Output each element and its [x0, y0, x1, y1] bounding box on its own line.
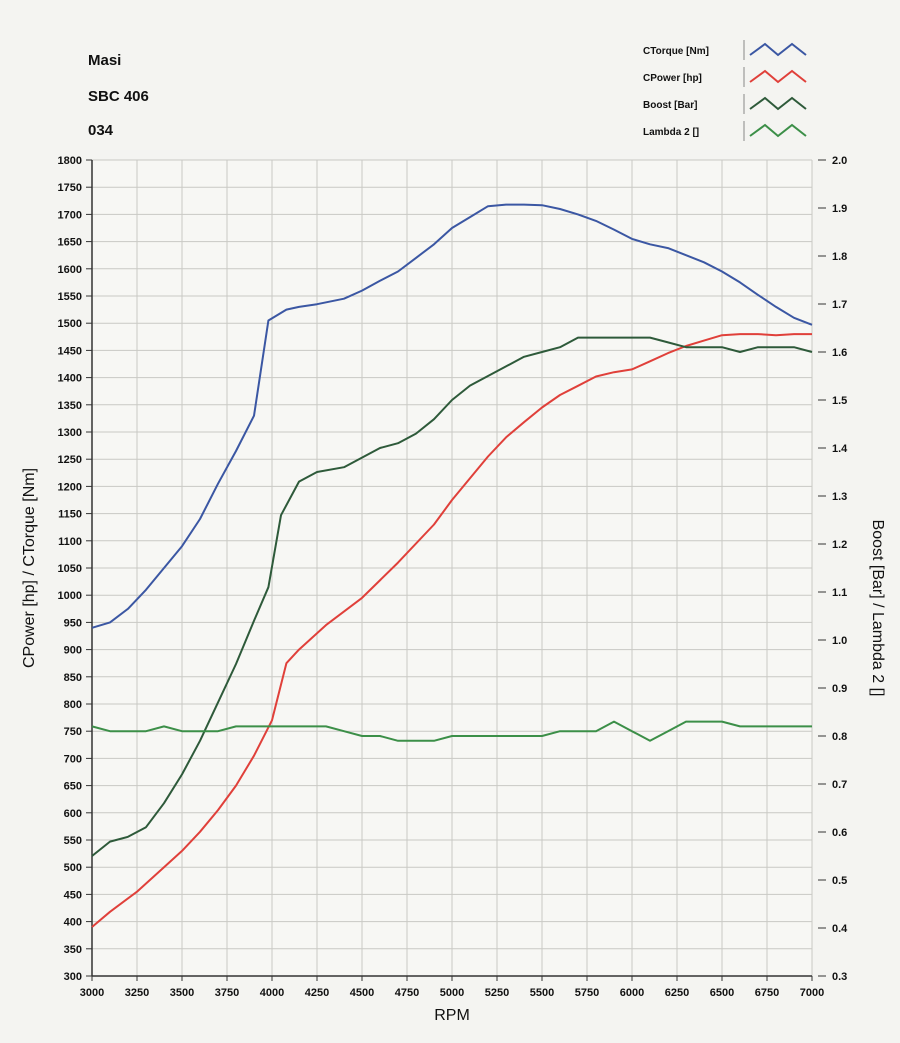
right-axis-ticks: 0.3 0.4 0.5 0.6 0.7 0.8 0.9 1.0 1.1 1.2 1.3 1.4 1.5 1…: [818, 155, 848, 983]
left-tick-label: 950: [64, 617, 82, 629]
right-tick-label: 0.5: [832, 875, 847, 887]
left-axis-ticks: 300 350 400 450 500 550 600 650 700 750 800 850 900 9…: [58, 155, 92, 983]
left-tick-label: 1500: [58, 318, 82, 330]
legend-swatch: [749, 123, 807, 138]
legend-swatch: [749, 69, 807, 84]
left-tick-label: 350: [64, 944, 82, 956]
left-tick-label: 550: [64, 835, 82, 847]
series-ctorque-nm-line: [91, 203, 813, 629]
x-tick-label: 3250: [125, 987, 149, 999]
right-tick-label: 1.3: [832, 491, 847, 503]
right-tick-label: 0.7: [832, 779, 847, 791]
right-tick-label: 0.4: [832, 923, 848, 935]
x-tick-label: 4750: [395, 987, 419, 999]
right-tick-label: 0.3: [832, 971, 847, 983]
left-tick-label: 1800: [58, 155, 82, 167]
x-axis-title: RPM: [434, 1007, 470, 1024]
left-tick-label: 1200: [58, 481, 82, 493]
left-tick-label: 1450: [58, 345, 82, 357]
x-tick-label: 6250: [665, 987, 689, 999]
right-tick-label: 0.6: [832, 827, 847, 839]
left-tick-label: 1100: [58, 536, 82, 548]
series-lines: [91, 203, 813, 928]
x-tick-label: 4250: [305, 987, 329, 999]
right-tick-label: 1.2: [832, 539, 847, 551]
right-tick-label: 1.5: [832, 395, 847, 407]
right-tick-label: 1.4: [832, 443, 848, 455]
left-tick-label: 1700: [58, 209, 82, 221]
left-tick-label: 1300: [58, 427, 82, 439]
x-tick-label: 6500: [710, 987, 734, 999]
left-tick-label: 700: [64, 753, 82, 765]
right-tick-label: 1.6: [832, 347, 847, 359]
grid: [91, 159, 813, 977]
left-tick-label: 900: [64, 645, 82, 657]
left-tick-label: 400: [64, 917, 82, 929]
right-tick-label: 1.7: [832, 299, 847, 311]
left-tick-label: 1400: [58, 373, 82, 385]
x-tick-label: 4000: [260, 987, 284, 999]
left-tick-label: 1050: [58, 563, 82, 575]
x-tick-label: 3000: [80, 987, 104, 999]
legend: CTorque [Nm] CPower [hp] Boost [Bar] Lambda…: [643, 40, 807, 141]
right-tick-label: 1.0: [832, 635, 847, 647]
left-tick-label: 1350: [58, 400, 82, 412]
x-tick-label: 6750: [755, 987, 779, 999]
right-axis-title: Boost [Bar] / Lambda 2 []: [869, 520, 886, 697]
right-tick-label: 2.0: [832, 155, 847, 167]
left-axis-title: CPower [hp] / CTorque [Nm]: [21, 468, 38, 668]
right-tick-label: 1.1: [832, 587, 847, 599]
x-tick-label: 4500: [350, 987, 374, 999]
legend-label: CPower [hp]: [643, 73, 702, 84]
legend-label: Boost [Bar]: [643, 100, 697, 111]
chart-header-run: 034: [88, 122, 114, 139]
legend-swatch: [749, 96, 807, 111]
chart-header-engine: SBC 406: [88, 88, 149, 105]
x-tick-label: 3750: [215, 987, 239, 999]
left-tick-label: 1650: [58, 237, 82, 249]
x-axis-ticks: 3000 3250 3500 3750 4000 4250 4500 4750 5000 5250…: [80, 976, 824, 999]
left-tick-label: 1250: [58, 454, 82, 466]
right-tick-label: 0.9: [832, 683, 847, 695]
series-cpower-hp-line: [91, 333, 812, 928]
left-tick-label: 850: [64, 672, 82, 684]
x-tick-label: 3500: [170, 987, 194, 999]
x-tick-label: 5500: [530, 987, 554, 999]
left-tick-label: 1000: [58, 590, 82, 602]
left-tick-label: 600: [64, 808, 82, 820]
right-tick-label: 1.8: [832, 251, 847, 263]
left-tick-label: 300: [64, 971, 82, 983]
series-lambda-2-line: [91, 720, 812, 742]
right-tick-label: 0.8: [832, 731, 847, 743]
left-tick-label: 800: [64, 699, 82, 711]
left-tick-label: 450: [64, 889, 82, 901]
left-tick-label: 500: [64, 862, 82, 874]
series-boost-bar-line: [91, 336, 813, 857]
x-tick-label: 7000: [800, 987, 824, 999]
x-tick-label: 6000: [620, 987, 644, 999]
left-tick-label: 750: [64, 726, 82, 738]
x-tick-label: 5250: [485, 987, 509, 999]
right-tick-label: 1.9: [832, 203, 847, 215]
x-tick-label: 5000: [440, 987, 464, 999]
left-tick-label: 1750: [58, 182, 82, 194]
x-tick-label: 5750: [575, 987, 599, 999]
left-tick-label: 650: [64, 781, 82, 793]
legend-label: Lambda 2 []: [643, 127, 699, 138]
left-tick-label: 1600: [58, 264, 82, 276]
legend-label: CTorque [Nm]: [643, 46, 709, 57]
left-tick-label: 1550: [58, 291, 82, 303]
left-tick-label: 1150: [58, 509, 82, 521]
chart-header-name: Masi: [88, 52, 122, 69]
legend-swatch: [749, 42, 807, 57]
